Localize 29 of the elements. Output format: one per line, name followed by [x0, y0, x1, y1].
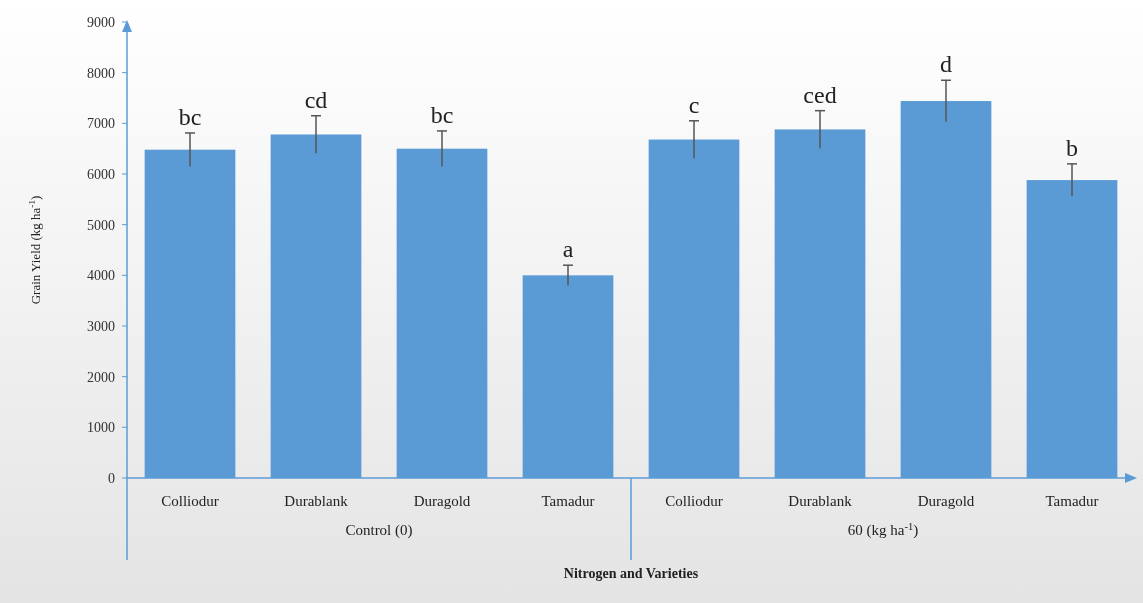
y-tick-label: 8000: [87, 65, 115, 81]
text: 60 (kg ha$^{-1}$): [847, 520, 919, 539]
x-tick-label: Duragold: [413, 493, 471, 509]
x-tick-label: Durablank: [284, 493, 349, 509]
y-tick-label: 0: [108, 470, 115, 486]
x-tick-label: Durablank: [788, 493, 853, 509]
y-tick-label: 6000: [87, 166, 115, 182]
y-tick-label: 7000: [87, 116, 115, 132]
y-tick-label: 3000: [87, 318, 115, 334]
data-label: ced: [803, 81, 837, 108]
data-label: bc: [430, 101, 454, 128]
x-tick-label: Tamadur: [1045, 493, 1099, 509]
data-label: b: [1066, 134, 1078, 161]
x-axis-title: Nitrogen and Varieties: [563, 566, 699, 581]
y-tick-label: 1000: [87, 420, 115, 436]
x-tick-label: Duragold: [917, 493, 975, 509]
y-tick-label: 4000: [87, 268, 115, 284]
y-tick-label: 9000: [87, 14, 115, 30]
data-label: a: [562, 236, 574, 263]
x-tick-label: Colliodur: [665, 493, 723, 509]
x-tick-label: Colliodur: [161, 493, 219, 509]
data-label: cd: [304, 86, 328, 113]
data-label: c: [688, 91, 700, 118]
x-tick-label: Tamadur: [541, 493, 595, 509]
y-tick-label: 2000: [87, 369, 115, 385]
data-label: bc: [178, 103, 202, 130]
data-label: d: [940, 51, 952, 78]
y-tick-label: 5000: [87, 217, 115, 233]
text: Control (0): [345, 522, 413, 539]
